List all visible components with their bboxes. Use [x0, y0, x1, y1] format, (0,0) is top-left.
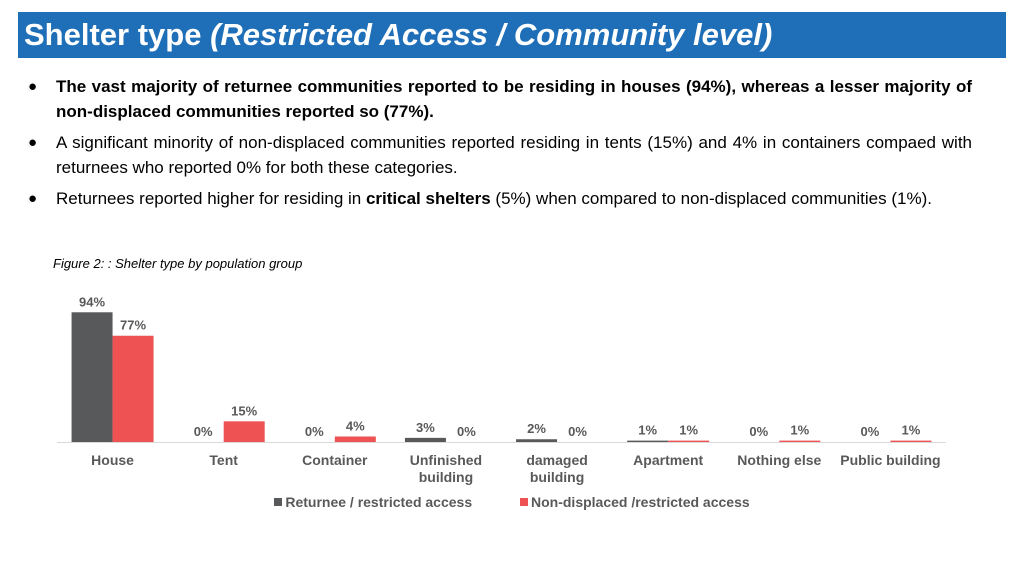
bullet-dot-icon: ●: [28, 190, 38, 207]
legend-swatch-nondisplaced: [520, 498, 528, 506]
legend-swatch-returnee: [274, 498, 283, 506]
bar-nondisplaced: [668, 440, 710, 442]
x-tick-label: Unfinished building: [410, 452, 482, 485]
x-tick-label: House: [91, 452, 134, 468]
figure-caption: Figure 2: : Shelter type by population g…: [53, 256, 303, 271]
x-tick-label: damaged building: [526, 452, 587, 485]
data-label: 1%: [902, 423, 921, 438]
slide-title: Shelter type (Restricted Access / Commun…: [18, 12, 1006, 58]
x-tick-label: Public building: [840, 452, 940, 468]
title-subtitle: (Restricted Access / Community level): [210, 17, 773, 52]
bar-returnee: [516, 439, 558, 442]
bullet-item: ● Returnees reported higher for residing…: [26, 186, 972, 211]
bullet-dot-icon: ●: [28, 78, 38, 95]
data-label: 2%: [527, 421, 546, 436]
data-label: 0%: [568, 424, 587, 439]
data-label: 0%: [749, 424, 768, 439]
x-tick-label: Nothing else: [737, 452, 821, 468]
bar-chart: 94% 77% House 0% 15% Tent 0% 4% Container 3% 0% Unf…: [57, 294, 946, 485]
data-label: 0%: [305, 424, 324, 439]
data-label: 15%: [231, 403, 257, 418]
chart-legend: Returnee / restricted access Non-displac…: [0, 494, 1024, 510]
data-label: 0%: [861, 424, 880, 439]
data-label: 94%: [79, 294, 105, 309]
data-label: 0%: [457, 424, 476, 439]
bullet-list: ● The vast majority of returnee communit…: [26, 74, 972, 217]
legend-label-returnee: Returnee / restricted access: [285, 494, 473, 510]
data-label: 4%: [346, 418, 365, 433]
bullet-text: A significant minority of non-displaced …: [56, 133, 972, 177]
title-main: Shelter type: [24, 17, 211, 52]
legend-item-nondisplaced: Non-displaced /restricted access: [520, 494, 750, 510]
bullet-item: ● The vast majority of returnee communit…: [26, 74, 972, 124]
bar-returnee: [627, 440, 669, 442]
bar-returnee: [404, 437, 446, 442]
data-label: 1%: [790, 423, 809, 438]
bullet-text-pre: Returnees reported higher for residing i…: [56, 189, 366, 208]
legend-item-returnee: Returnee / restricted access: [274, 494, 472, 510]
data-label: 1%: [679, 423, 698, 438]
data-label: 0%: [194, 424, 213, 439]
bullet-text: The vast majority of returnee communitie…: [56, 77, 972, 121]
bullet-dot-icon: ●: [28, 134, 38, 151]
bar-nondisplaced: [334, 436, 376, 442]
bar-nondisplaced: [112, 335, 154, 442]
bar-nondisplaced: [223, 421, 265, 442]
data-label: 77%: [120, 318, 146, 333]
legend-label-nondisplaced: Non-displaced /restricted access: [531, 494, 750, 510]
x-tick-label: Container: [302, 452, 368, 468]
data-label: 1%: [638, 423, 657, 438]
data-label: 3%: [416, 420, 435, 435]
x-tick-label: Tent: [209, 452, 238, 468]
bar-nondisplaced: [890, 440, 932, 442]
bullet-item: ● A significant minority of non-displace…: [26, 130, 972, 180]
x-tick-label: Apartment: [633, 452, 703, 468]
bullet-text-bold: critical shelters: [365, 189, 491, 208]
bar-returnee: [71, 312, 113, 442]
bullet-text-post: (5%) when compared to non-displaced comm…: [490, 189, 932, 208]
bar-nondisplaced: [779, 440, 821, 442]
